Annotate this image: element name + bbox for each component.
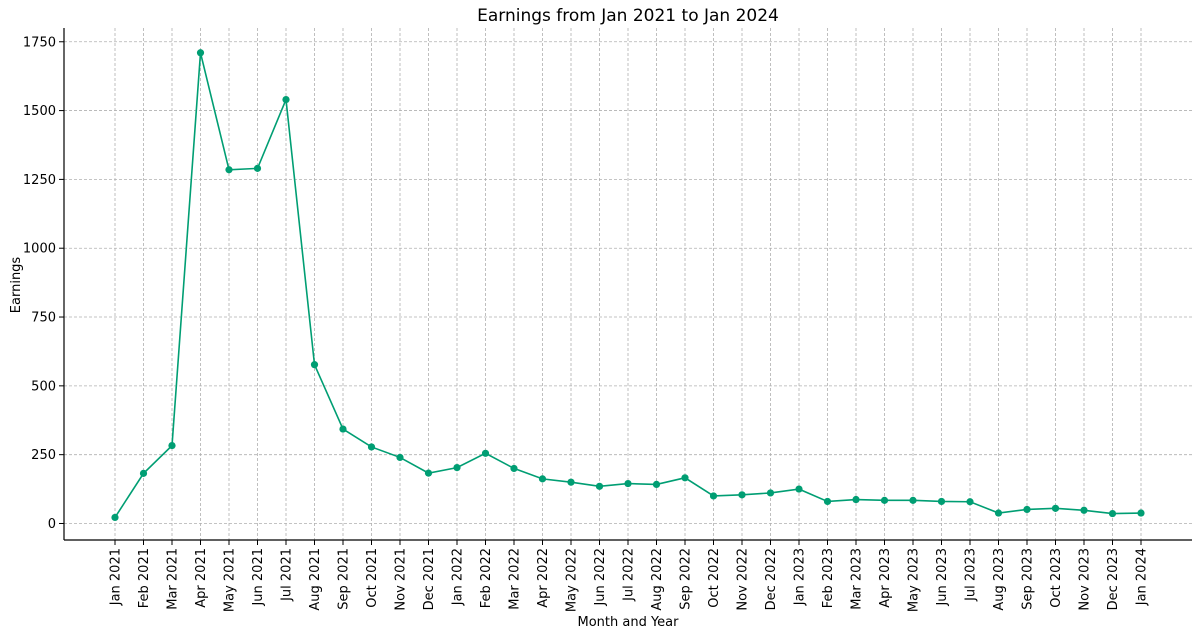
data-point [481, 449, 490, 457]
y-tick-label: 0 [48, 517, 56, 532]
data-point [1080, 506, 1088, 514]
x-tick-label: Jan 2024 [1135, 548, 1150, 606]
x-tick-label: Jun 2021 [251, 548, 266, 607]
y-tick-label: 1750 [23, 35, 56, 50]
x-tick-label: Nov 2021 [394, 548, 409, 611]
x-tick-label: Sep 2021 [337, 548, 352, 610]
x-tick-label: Sep 2022 [679, 548, 694, 610]
x-tick-label: Jul 2023 [964, 548, 979, 602]
x-axis-label: Month and Year [578, 615, 680, 630]
tick-labels: 0 250 500 750 1000 1250 1500 1750 Jan 2021 Feb 20… [23, 35, 1150, 612]
data-point [909, 496, 917, 504]
data-point [139, 469, 148, 477]
data-point [1051, 504, 1060, 512]
data-point [738, 491, 746, 499]
data-point [937, 497, 946, 506]
x-tick-label: Apr 2022 [536, 548, 551, 608]
series-layer [111, 49, 1145, 522]
x-tick-label: May 2021 [223, 548, 238, 612]
x-tick-label: Aug 2021 [308, 548, 323, 611]
x-tick-label: Mar 2022 [508, 548, 523, 610]
x-tick-label: Feb 2022 [479, 548, 494, 608]
y-axis-label: Earnings [9, 257, 24, 314]
x-tick-label: Dec 2022 [764, 548, 779, 610]
data-point [966, 498, 974, 506]
data-point [795, 485, 803, 493]
data-point [453, 464, 461, 472]
data-point [852, 495, 860, 504]
x-tick-label: Jun 2022 [593, 548, 608, 607]
x-tick-label: Mar 2021 [166, 548, 181, 610]
x-tick-label: Dec 2021 [422, 548, 437, 610]
data-point [310, 361, 319, 369]
data-point [994, 509, 1003, 517]
x-tick-label: Nov 2023 [1078, 548, 1093, 611]
x-tick-label: Feb 2023 [821, 548, 836, 608]
data-point [567, 478, 575, 486]
y-tick-label: 1250 [23, 173, 56, 188]
data-point [339, 425, 347, 433]
data-point [595, 482, 604, 490]
data-point [168, 441, 176, 450]
data-point [681, 474, 689, 482]
data-point [538, 475, 547, 483]
data-point [1023, 505, 1031, 514]
x-tick-label: May 2023 [907, 548, 922, 612]
x-tick-label: Nov 2022 [736, 548, 751, 611]
y-tick-label: 1500 [23, 104, 56, 119]
grid [64, 28, 1192, 540]
x-tick-label: Jan 2023 [793, 548, 808, 606]
data-point [111, 513, 119, 522]
x-tick-label: Jun 2023 [935, 548, 950, 607]
data-point [709, 492, 718, 500]
data-point [766, 489, 775, 497]
data-point [424, 469, 433, 477]
data-point [196, 49, 205, 57]
y-tick-label: 500 [31, 379, 56, 394]
data-point [880, 496, 889, 504]
axes [59, 28, 1192, 545]
x-tick-label: Apr 2023 [878, 548, 893, 608]
x-tick-label: Feb 2021 [137, 548, 152, 608]
y-tick-label: 1000 [23, 242, 56, 257]
x-tick-label: Oct 2023 [1049, 548, 1064, 608]
data-point [253, 164, 262, 172]
x-tick-label: Oct 2022 [707, 548, 722, 608]
x-tick-label: Jul 2021 [280, 548, 295, 602]
data-point [823, 497, 832, 506]
data-point [1137, 509, 1145, 517]
x-tick-label: Sep 2023 [1021, 548, 1036, 610]
y-tick-label: 750 [31, 311, 56, 326]
x-tick-label: Aug 2023 [992, 548, 1007, 611]
x-tick-label: Dec 2023 [1106, 548, 1121, 610]
data-point [367, 443, 376, 451]
x-tick-label: Aug 2022 [650, 548, 665, 611]
data-point [396, 453, 404, 462]
data-point [510, 464, 518, 473]
chart-title: Earnings from Jan 2021 to Jan 2024 [477, 6, 779, 26]
x-tick-label: Oct 2021 [365, 548, 380, 608]
y-tick-label: 250 [31, 448, 56, 463]
x-tick-label: Jul 2022 [622, 548, 637, 602]
x-tick-label: Mar 2023 [850, 548, 865, 610]
x-tick-label: Jan 2022 [451, 548, 466, 606]
x-tick-label: Jan 2021 [109, 548, 124, 606]
data-point [1108, 509, 1117, 518]
data-point [282, 95, 290, 104]
data-point [225, 166, 233, 174]
x-tick-label: Apr 2021 [194, 548, 209, 608]
data-point [652, 480, 661, 488]
x-tick-label: May 2022 [565, 548, 580, 612]
data-point [624, 479, 632, 488]
